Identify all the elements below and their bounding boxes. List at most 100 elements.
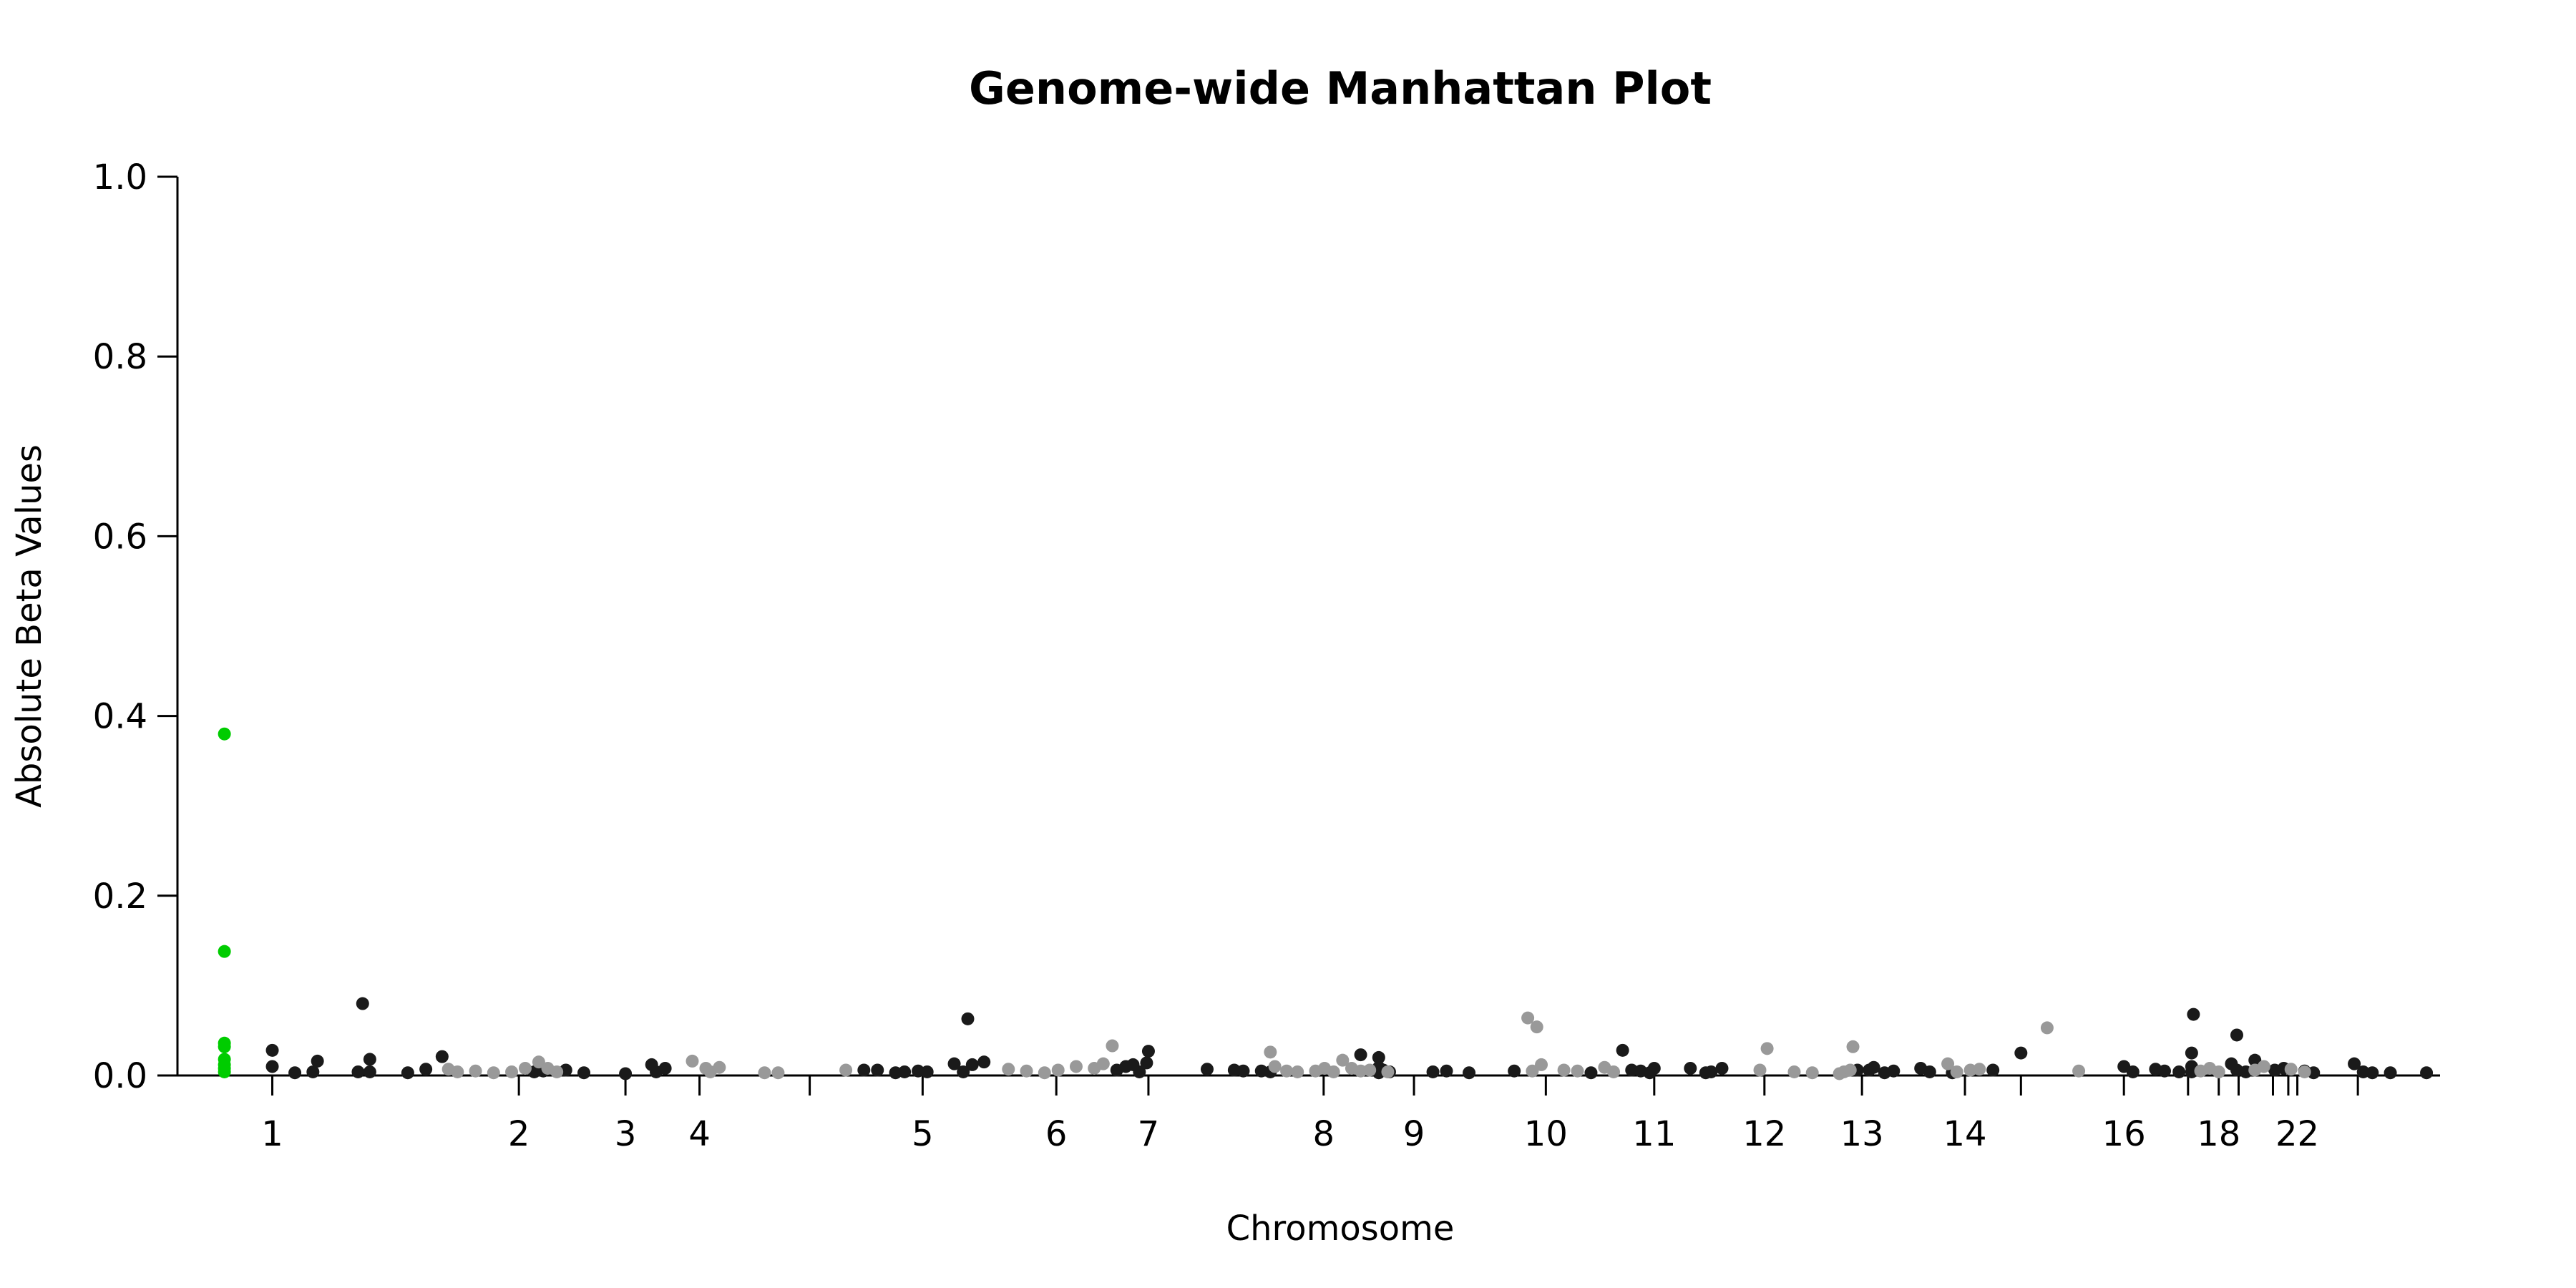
data-point-black	[619, 1067, 633, 1080]
data-point-grey	[1051, 1063, 1065, 1077]
data-point-black	[356, 997, 369, 1010]
data-point-black	[419, 1063, 433, 1076]
data-point-grey	[532, 1055, 545, 1069]
data-point-black	[977, 1055, 991, 1069]
data-point-grey	[1280, 1064, 1294, 1078]
data-point-grey	[771, 1066, 785, 1080]
data-point-grey	[469, 1064, 482, 1078]
data-point-black	[1354, 1048, 1367, 1062]
data-point-grey	[1843, 1063, 1857, 1077]
data-point-grey	[1264, 1045, 1277, 1059]
y-ticks: 0.0 0.2 0.4 0.6 0.8 1.0	[93, 157, 177, 1096]
data-point-black	[2366, 1066, 2379, 1080]
data-point-black	[898, 1065, 912, 1078]
data-point-grey	[1760, 1042, 1774, 1055]
data-point-black	[1584, 1066, 1598, 1080]
x-tick-label: 7	[1138, 1114, 1160, 1154]
data-point-black	[2187, 1008, 2200, 1021]
data-point-black	[857, 1063, 871, 1077]
data-point-grey	[1002, 1063, 1015, 1076]
data-point-grey	[451, 1065, 464, 1078]
data-point-black	[965, 1058, 979, 1071]
data-point-grey	[1973, 1063, 1986, 1076]
data-point-grey	[686, 1054, 699, 1068]
data-point-black	[265, 1060, 279, 1073]
y-tick-label: 0.4	[93, 697, 147, 737]
data-point-grey	[839, 1063, 853, 1077]
data-point-black	[2248, 1053, 2262, 1067]
y-tick-label: 0.6	[93, 517, 147, 557]
x-tick-label: 5	[912, 1114, 934, 1154]
data-point-grey	[1833, 1067, 1846, 1080]
data-point-black	[947, 1057, 961, 1070]
data-point-black	[265, 1043, 279, 1057]
x-tick-label: 8	[1313, 1114, 1335, 1154]
data-point-black	[2230, 1028, 2243, 1042]
x-tick-label: 22	[2275, 1114, 2319, 1154]
data-point-grey	[1096, 1057, 1110, 1070]
data-point-grey	[1530, 1020, 1543, 1034]
data-point-black	[2126, 1065, 2140, 1078]
data-point-grey	[1753, 1063, 1767, 1077]
data-point-highlight	[218, 945, 231, 958]
data-point-black	[1133, 1065, 1146, 1078]
x-tick-label: 13	[1840, 1114, 1884, 1154]
x-tick-label: 16	[2102, 1114, 2146, 1154]
data-point-grey	[1805, 1066, 1819, 1080]
x-tick-label: 10	[1524, 1114, 1568, 1154]
data-point-grey	[1607, 1065, 1621, 1078]
data-point-grey	[758, 1066, 771, 1080]
x-tick-label: 14	[1943, 1114, 1987, 1154]
data-point-grey	[487, 1066, 500, 1080]
data-point-black	[2172, 1065, 2186, 1078]
data-point-grey	[2257, 1060, 2270, 1073]
data-point-grey	[1381, 1065, 1395, 1078]
data-point-black	[920, 1065, 934, 1078]
data-point-black	[401, 1066, 414, 1080]
x-axis-label: Chromosome	[1226, 1209, 1455, 1249]
data-point-grey	[2212, 1065, 2225, 1078]
data-point-black	[1508, 1064, 1521, 1078]
data-point-grey	[703, 1065, 717, 1078]
data-point-grey	[2072, 1064, 2086, 1078]
data-point-grey	[1571, 1064, 1584, 1078]
data-point-grey	[2040, 1021, 2054, 1035]
data-point-black	[2158, 1064, 2172, 1078]
data-point-grey	[1535, 1058, 1548, 1071]
x-tick-label: 4	[688, 1114, 711, 1154]
data-point-black	[871, 1063, 884, 1077]
data-point-grey	[1363, 1063, 1377, 1077]
x-tick-label: 1	[261, 1114, 283, 1154]
data-point-grey	[1557, 1063, 1571, 1077]
data-point-black	[1200, 1063, 1214, 1076]
data-point-black	[1643, 1066, 1657, 1080]
data-point-grey	[1327, 1065, 1340, 1078]
x-tick-label: 2	[508, 1114, 530, 1154]
data-point-grey	[550, 1065, 564, 1078]
data-point-grey	[1521, 1011, 1535, 1025]
data-point-black	[288, 1066, 302, 1080]
x-tick-label: 12	[1742, 1114, 1786, 1154]
chart-title: Genome-wide Manhattan Plot	[969, 62, 1712, 114]
data-point-grey	[1020, 1064, 1033, 1078]
y-tick-label: 1.0	[93, 157, 147, 197]
data-point-black	[1887, 1064, 1901, 1078]
data-point-highlight	[218, 1065, 231, 1078]
data-point-black	[1463, 1066, 1476, 1080]
data-point-black	[1140, 1056, 1153, 1070]
data-point-black	[363, 1065, 376, 1078]
data-point-grey	[1526, 1064, 1539, 1078]
x-tick-label: 6	[1045, 1114, 1068, 1154]
x-tick-label: 3	[615, 1114, 637, 1154]
data-point-black	[311, 1054, 324, 1068]
data-point-grey	[1846, 1040, 1860, 1053]
x-ticks: 1 2 3 4 5 6 7 8 9 10 11 12 13 14 16 18 22	[261, 1075, 2359, 1154]
data-point-black	[1141, 1045, 1155, 1058]
data-point-black	[1236, 1064, 1250, 1078]
data-point-black	[1684, 1061, 1697, 1075]
data-point-black	[363, 1053, 376, 1066]
data-point-black	[1426, 1065, 1440, 1078]
data-point-grey	[1268, 1060, 1282, 1073]
data-point-grey	[1950, 1065, 1963, 1078]
